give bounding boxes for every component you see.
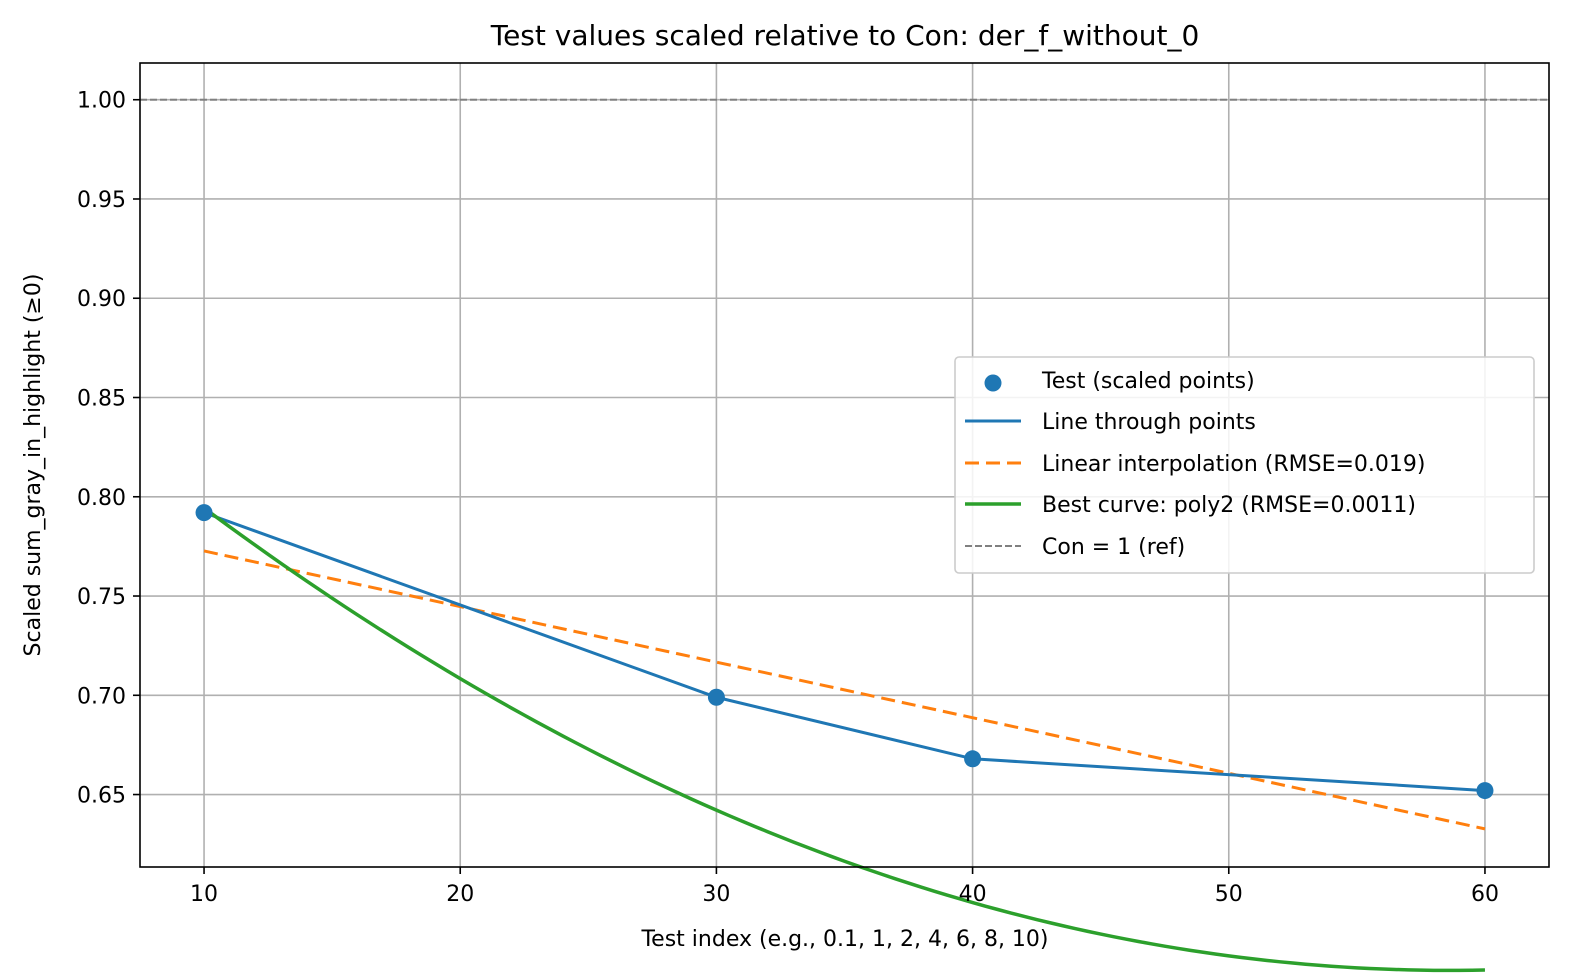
legend-label: Line through points: [1042, 410, 1256, 435]
plot-area: [140, 98, 1549, 973]
x-tick-label: 40: [959, 882, 987, 907]
legend-label: Test (scaled points): [1041, 369, 1255, 394]
data-point: [964, 750, 982, 768]
x-axis-label: Test index (e.g., 0.1, 1, 2, 4, 6, 8, 10…: [640, 927, 1048, 952]
y-tick-label: 0.90: [77, 287, 126, 312]
x-tick-label: 60: [1471, 882, 1499, 907]
y-tick-label: 0.75: [77, 585, 126, 610]
y-tick-label: 0.70: [77, 684, 126, 709]
linear-interpolation-line: [203, 549, 1486, 831]
x-tick-label: 30: [702, 882, 730, 907]
legend: Test (scaled points) Line through points L…: [954, 356, 1535, 574]
y-tick-label: 0.95: [77, 188, 126, 213]
y-tick-label: 0.65: [77, 784, 126, 809]
data-point: [1476, 782, 1494, 800]
plot-frame: [139, 62, 1550, 868]
y-tick-label: 0.80: [77, 486, 126, 511]
data-point: [195, 504, 213, 522]
x-tick-label: 20: [446, 882, 474, 907]
data-point: [707, 688, 725, 706]
y-tick-label: 0.85: [77, 387, 126, 412]
poly2-curve: [203, 506, 1485, 973]
x-tick-label: 50: [1215, 882, 1243, 907]
legend-label: Con = 1 (ref): [1042, 535, 1185, 560]
x-tick-label: 10: [190, 882, 218, 907]
y-tick-label: 1.00: [77, 89, 126, 114]
legend-label: Best curve: poly2 (RMSE=0.0011): [1042, 493, 1416, 518]
chart-title: Test values scaled relative to Con: der_…: [490, 19, 1200, 52]
y-axis-label: Scaled sum_gray_in_highlight (≥0): [21, 274, 46, 657]
legend-label: Linear interpolation (RMSE=0.019): [1042, 452, 1426, 477]
line-through-points: [203, 511, 1486, 793]
legend-marker-scatter: [984, 374, 1002, 392]
legend-box: [954, 356, 1535, 574]
axis-ticks: 10 20 30 40 50 60 0.65 0.70 0.75 0.80 0.85 0.90 0.95…: [77, 89, 1499, 907]
